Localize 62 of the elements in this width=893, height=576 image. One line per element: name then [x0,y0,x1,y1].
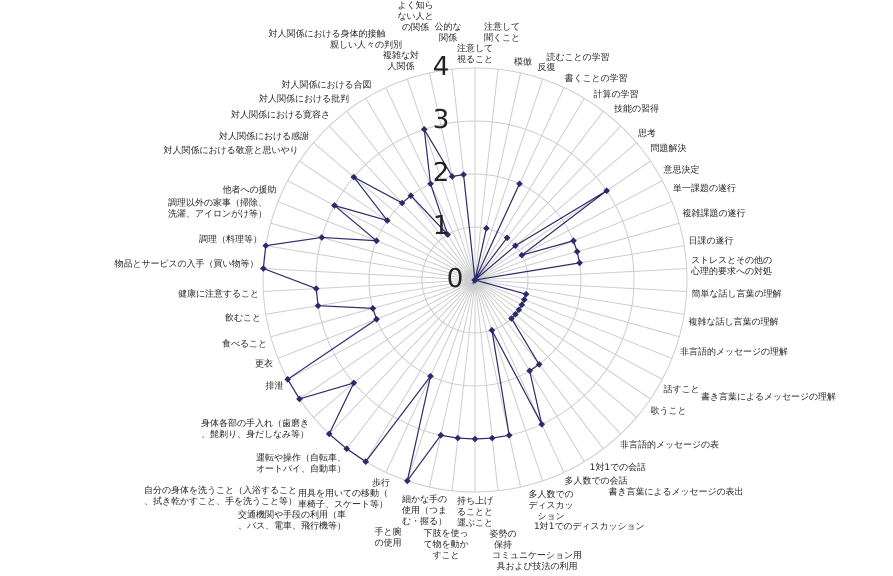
spoke-label: 計算の学習 [594,88,639,100]
spoke-label: 意思決定 [662,164,700,176]
spoke-label: 持ち上げることと運ぶこと [457,495,494,528]
spoke-label: 非言語的メッセージの表 [620,439,719,450]
spoke-label: 多人数でのディスカッション [528,488,574,522]
spoke-label: 身体各部の手入れ（歯磨き、髭剃り、身だしなみ等） [200,418,309,440]
y-tick-label: 3 [432,104,450,135]
spoke-label: 読むことの学習 [546,52,610,63]
spoke-label: 手と腕の使用 [374,526,402,549]
spoke-label: 話すこと [664,384,700,395]
spoke-label: 公的な関係 [434,21,462,44]
spoke-label: 自分の身体を洗うこと（入浴すること、拭き乾かすこと、手を洗うこと等） [144,485,297,508]
spoke-label: 物品とサービスの入手（買い物等） [114,258,258,270]
spoke-label: 注意して聞くこと [484,21,520,44]
spoke-label: 対人関係における合図 [282,79,372,90]
spoke-label: 親しい人々の判別 [330,39,402,50]
spoke-label: 思考 [637,128,656,140]
spoke-label: 用具を用いての移動（車椅子、スケート等） [298,488,388,510]
spoke-label: 簡単な話し言葉の理解 [692,288,782,300]
spoke-label: 下肢を使って物を動かすこと [424,528,469,561]
spoke-label: 運転や操作（自転車、オートバイ、自動車） [256,452,346,475]
spoke-label: 注意して視ること [457,42,493,65]
spoke-label: コミュニケーション用具および技法の利用 [492,551,582,572]
spoke-label: 対人関係における批判 [258,94,349,105]
spoke-label: 歩行 [372,478,390,489]
spoke-label: 書くことの学習 [564,72,628,84]
spoke-label: 書き言葉によるメッセージの理解 [701,391,836,402]
spoke-label: 複雑な話し言葉の理解 [688,316,779,328]
y-tick-label: 4 [432,52,450,82]
spoke-label: 調理以外の家事（掃除、洗濯、アイロンがけ等） [168,197,268,220]
spoke-label: 飲むこと [225,312,262,324]
spoke-label: 調理（料理等） [198,234,262,246]
spoke-label: 更衣 [255,358,274,370]
spoke-label: 問題解決 [650,143,687,154]
spoke-label: 多人数での会話 [564,476,628,487]
spoke-label: 対人関係における敬意と思いやり [164,145,299,156]
spoke-label: 姿勢の保持 [490,528,517,550]
spoke-label: 書き言葉によるメッセージの表出 [608,486,744,498]
spoke-label: 複雑課題の遂行 [682,208,746,219]
spoke-label: 他者への援助 [222,184,276,196]
spoke-label: 対人関係における身体的接触 [268,28,386,40]
spoke-label: 1対1でのディスカッション [534,521,644,532]
spoke-label: 単一課題の遂行 [672,182,736,194]
spoke-label: 歌うこと [650,406,687,417]
spoke-label: 日課の遂行 [688,236,734,247]
spoke-label: 対人関係における感謝 [218,131,309,142]
spoke-label: 反復 [538,62,556,74]
spoke-label: 模倣 [514,56,532,68]
spoke-label: 食べること [222,338,268,350]
y-tick-label: 2 [432,158,450,188]
spoke-label: 交通機関や手段の利用（車、バス、電車、飛行機等） [238,509,346,532]
spoke-label: 1対1での会話 [590,462,646,474]
spoke-label: 健康に注意すること [178,288,259,300]
spoke-label: よく知らない人との関係 [397,0,434,33]
spoke-label: 細かな手の使用（つまむ・握る） [400,494,447,527]
spoke-label: 技能の習得 [613,104,660,115]
spoke-label: 排泄 [265,380,284,392]
spoke-label: 複雑な対人関係 [383,50,420,72]
y-tick-label: 0 [446,264,464,294]
spoke-label: 対人関係における寛容さ [231,109,330,120]
spoke-label: ストレスとその他の心理的要求への対処 [690,254,772,277]
spoke-label: 非言語的メッセージの理解 [680,346,788,358]
